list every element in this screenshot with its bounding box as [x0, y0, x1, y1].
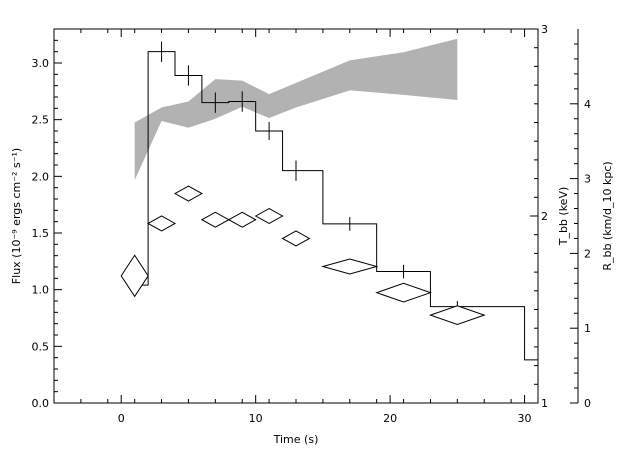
y-left-tick-label-4: 2.0 [32, 170, 50, 183]
y-left-tick-label-6: 3.0 [32, 57, 50, 70]
temperature-diamond-0 [120, 254, 149, 298]
y-right-outer-tick-label-3: 3 [584, 173, 591, 186]
y-right-inner-axis: 1 2 3 [530, 23, 548, 410]
y-left-tick-label-2: 1.0 [32, 284, 50, 297]
y-right-inner-axis-label: T_bb (keV) [557, 187, 570, 247]
x-tick-label-3: 30 [518, 412, 532, 425]
x-tick-label-1: 10 [249, 412, 263, 425]
temperature-diamond-7 [321, 258, 379, 275]
y-left-tick-label-1: 0.5 [32, 340, 50, 353]
x-axis-label: Time (s) [273, 433, 319, 446]
x-tick-label-2: 20 [383, 412, 397, 425]
y-left-axis: 0.0 0.5 1.0 1.5 2.0 2.5 3.0 [32, 39, 62, 410]
y-right-inner-tick-label-2: 3 [541, 23, 548, 36]
x-tick-label-0: 0 [118, 412, 125, 425]
y-right-inner-tick-label-0: 1 [541, 397, 548, 410]
y-left-tick-label-5: 2.5 [32, 114, 50, 127]
y-left-tick-label-3: 1.5 [32, 227, 50, 240]
x-axis: 0 10 20 30 [53, 29, 539, 425]
y-left-axis-label: Flux (10⁻⁹ ergs cm⁻² s⁻¹) [10, 148, 23, 284]
temperature-diamond-1 [147, 215, 177, 232]
temperature-diamond-8 [375, 282, 432, 303]
y-right-outer-tick-label-1: 1 [584, 322, 591, 335]
temperature-diamond-4 [227, 211, 257, 228]
temperature-diamond-2 [173, 185, 203, 202]
radius-band [134, 38, 458, 181]
temperature-diamonds-layer [120, 185, 486, 325]
y-right-outer-tick-label-0: 0 [584, 397, 591, 410]
y-right-inner-tick-label-1: 2 [541, 210, 548, 223]
temperature-diamond-6 [281, 230, 311, 247]
y-right-outer-tick-label-2: 2 [584, 247, 591, 260]
radius-band-layer [134, 38, 458, 181]
y-right-outer-tick-label-4: 4 [584, 98, 591, 111]
y-right-outer-axis-label: R_bb (km/d_10 kpc) [601, 161, 614, 270]
temperature-diamond-3 [200, 211, 230, 228]
y-right-outer-axis: 0 1 2 3 4 [570, 43, 591, 410]
y-left-tick-label-0: 0.0 [32, 397, 50, 410]
temperature-diamond-5 [254, 207, 284, 225]
temperature-diamond-9 [428, 305, 486, 325]
